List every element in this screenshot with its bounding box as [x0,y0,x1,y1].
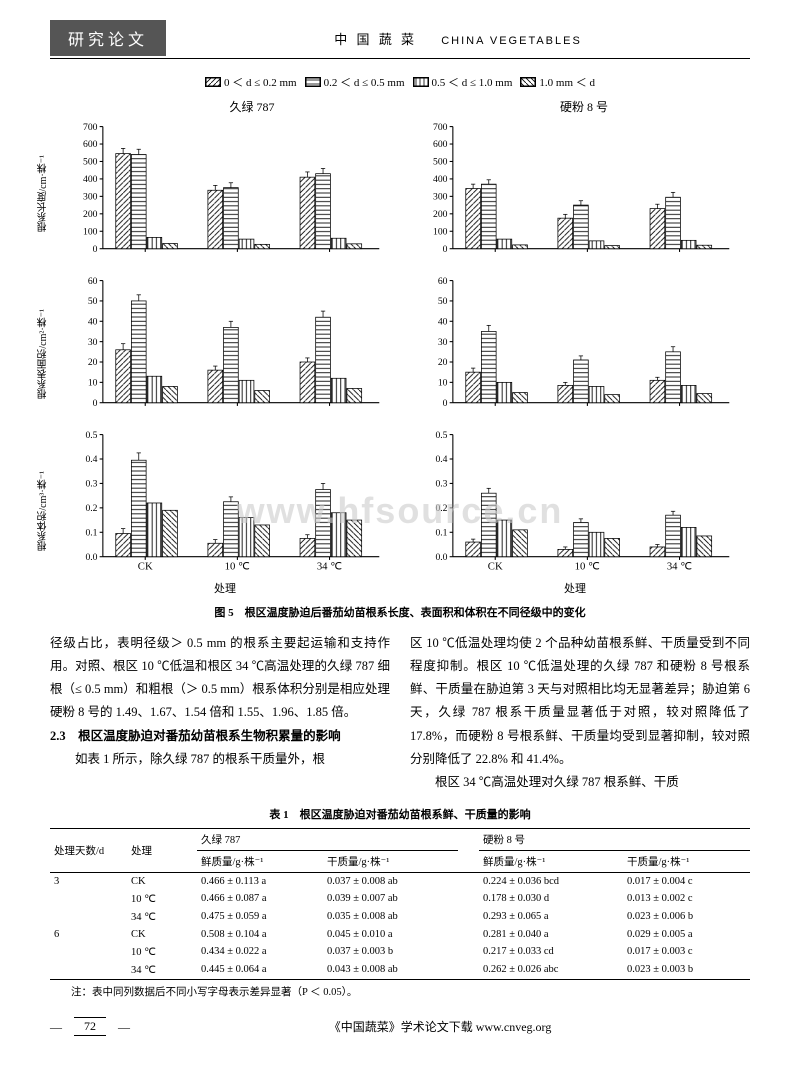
table-row: 10 ℃0.466 ± 0.087 a0.039 ± 0.007 ab0.178… [50,890,750,908]
th-var2: 硬粉 8 号 [479,828,750,850]
chart-panel-0-0: 根系长度/cm·株⁻¹ 0100200300400500600700 [50,118,400,272]
svg-text:CK: CK [488,561,503,573]
svg-text:700: 700 [433,122,448,133]
chart-grid: 根系长度/cm·株⁻¹ 0100200300400500600700010020… [50,118,750,596]
chart-panel-0-1: 0 100 200 300 400 500 600 700 [400,118,750,272]
svg-text:0.1: 0.1 [85,528,97,539]
svg-text:0.0: 0.0 [85,552,97,563]
table-row: 34 ℃0.445 ± 0.064 a0.043 ± 0.008 ab0.262… [50,961,750,980]
chart-panel-1-1: 0 10 20 30 40 50 60 [400,272,750,426]
svg-text:200: 200 [83,209,98,220]
xlabel: 处理 [50,580,400,596]
svg-text:40: 40 [88,317,98,328]
chart-col-title-0: 久绿 787 [86,95,418,118]
svg-text:34 ℃: 34 ℃ [667,561,692,573]
th-days: 处理天数/d [50,828,127,872]
svg-text:60: 60 [88,276,98,287]
svg-text:0.4: 0.4 [85,454,97,465]
svg-text:60: 60 [438,276,448,287]
chart-col-title-1: 硬粉 8 号 [418,95,750,118]
body-right-p2: 根区 34 ℃高温处理对久绿 787 根系鲜、干质 [410,771,750,794]
svg-text:0.5: 0.5 [435,430,447,441]
svg-text:500: 500 [433,157,448,168]
body-left-p2: 如表 1 所示，除久绿 787 的根系干质量外，根 [50,748,390,771]
table-note: 注：表中同列数据后不同小写字母表示差异显著（P ＜ 0.05）。 [50,984,750,999]
svg-text:200: 200 [433,209,448,220]
body-text: 径级占比，表明径级＞ 0.5 mm 的根系主要起运输和支持作用。对照、根区 10… [50,632,750,794]
legend-item-2: 0.5 ＜ d ≤ 1.0 mm [413,74,513,90]
footer-text: 《中国蔬菜》学术论文下载 www.cnveg.org [130,1018,750,1035]
svg-text:0.2: 0.2 [85,503,97,514]
svg-text:0.2: 0.2 [435,503,447,514]
svg-text:600: 600 [83,139,98,150]
svg-text:100: 100 [433,226,448,237]
header-tab: 研究论文 [50,20,166,56]
legend-item-1: 0.2 ＜ d ≤ 0.5 mm [305,74,405,90]
th-fw1: 鲜质量/g·株⁻¹ [197,850,323,872]
legend-item-0: 0 ＜ d ≤ 0.2 mm [205,74,297,90]
svg-text:0: 0 [93,398,98,409]
body-right-p1: 区 10 ℃低温处理均使 2 个品种幼苗根系鲜、干质量受到不同程度抑制。根区 1… [410,632,750,771]
svg-text:700: 700 [83,122,98,133]
table-row: 34 ℃0.475 ± 0.059 a0.035 ± 0.008 ab0.293… [50,908,750,926]
svg-text:400: 400 [83,174,98,185]
svg-text:40: 40 [438,317,448,328]
chart-panel-2-0: 根系体积/cm³·株⁻¹0.00.10.20.30.40.5CK10 ℃34 ℃… [50,426,400,596]
section-title: 2.3 根区温度胁迫对番茄幼苗根系生物积累量的影响 [50,729,341,743]
svg-text:400: 400 [433,174,448,185]
svg-text:0.4: 0.4 [435,454,447,465]
table-row: 3CK0.466 ± 0.113 a0.037 ± 0.008 ab0.224 … [50,872,750,890]
svg-text:300: 300 [83,192,98,203]
figure-caption: 图 5 根区温度胁迫后番茄幼苗根系长度、表面积和体积在不同径级中的变化 [50,604,750,620]
svg-text:100: 100 [83,226,98,237]
page-number: 72 [74,1017,106,1036]
th-dw2: 干质量/g·株⁻¹ [623,850,750,872]
svg-text:0.0: 0.0 [435,552,447,563]
svg-text:50: 50 [88,296,98,307]
page-header: 研究论文 中 国 蔬 菜 CHINA VEGETABLES [50,20,750,59]
table-row: 10 ℃0.434 ± 0.022 a0.037 ± 0.003 b0.217 … [50,943,750,961]
svg-text:34 ℃: 34 ℃ [317,561,342,573]
th-fw2: 鲜质量/g·株⁻¹ [479,850,623,872]
table-row: 6CK0.508 ± 0.104 a0.045 ± 0.010 a0.281 ±… [50,926,750,943]
body-left-p1: 径级占比，表明径级＞ 0.5 mm 的根系主要起运输和支持作用。对照、根区 10… [50,632,390,725]
th-treat: 处理 [127,828,197,872]
svg-text:0.3: 0.3 [85,479,97,490]
header-en: CHINA VEGETABLES [441,35,582,47]
legend-item-3: 1.0 mm ＜ d [520,74,595,90]
svg-text:30: 30 [88,337,98,348]
xlabel: 处理 [400,580,750,596]
svg-text:10 ℃: 10 ℃ [575,561,600,573]
table-caption: 表 1 根区温度胁迫对番茄幼苗根系鲜、干质量的影响 [50,806,750,822]
svg-text:0: 0 [93,244,98,255]
th-var1: 久绿 787 [197,828,458,850]
data-table: 处理天数/d 处理 久绿 787 硬粉 8 号 鲜质量/g·株⁻¹ 干质量/g·… [50,828,750,980]
chart-panel-1-0: 根系表面积/cm²·株⁻¹0102030405060 [50,272,400,426]
svg-text:10: 10 [88,378,98,389]
svg-text:20: 20 [438,357,448,368]
svg-text:CK: CK [138,561,153,573]
svg-text:0.5: 0.5 [85,430,97,441]
svg-text:50: 50 [438,296,448,307]
svg-text:0: 0 [443,398,448,409]
svg-text:600: 600 [433,139,448,150]
chart-legend: 0 ＜ d ≤ 0.2 mm 0.2 ＜ d ≤ 0.5 mm 0.5 ＜ d … [50,74,750,90]
ylabel: 根系体积/cm³·株⁻¹ [36,471,51,551]
ylabel: 根系表面积/cm²·株⁻¹ [36,309,51,399]
th-dw1: 干质量/g·株⁻¹ [323,850,458,872]
ylabel: 根系长度/cm·株⁻¹ [36,155,51,232]
svg-text:30: 30 [438,337,448,348]
svg-text:0.3: 0.3 [435,479,447,490]
svg-text:500: 500 [83,157,98,168]
svg-text:0: 0 [443,244,448,255]
svg-text:10: 10 [438,378,448,389]
header-center: 中 国 蔬 菜 CHINA VEGETABLES [166,29,750,48]
svg-text:0.1: 0.1 [435,528,447,539]
header-cn: 中 国 蔬 菜 [334,32,417,47]
chart-panel-2-1: 0.0 0.1 0.2 0.3 0.4 0.5 CK 10 ℃ 34 ℃ 处理 [400,426,750,596]
svg-text:300: 300 [433,192,448,203]
svg-text:20: 20 [88,357,98,368]
footer: — 72 — 《中国蔬菜》学术论文下载 www.cnveg.org [50,1017,750,1036]
svg-text:10 ℃: 10 ℃ [225,561,250,573]
